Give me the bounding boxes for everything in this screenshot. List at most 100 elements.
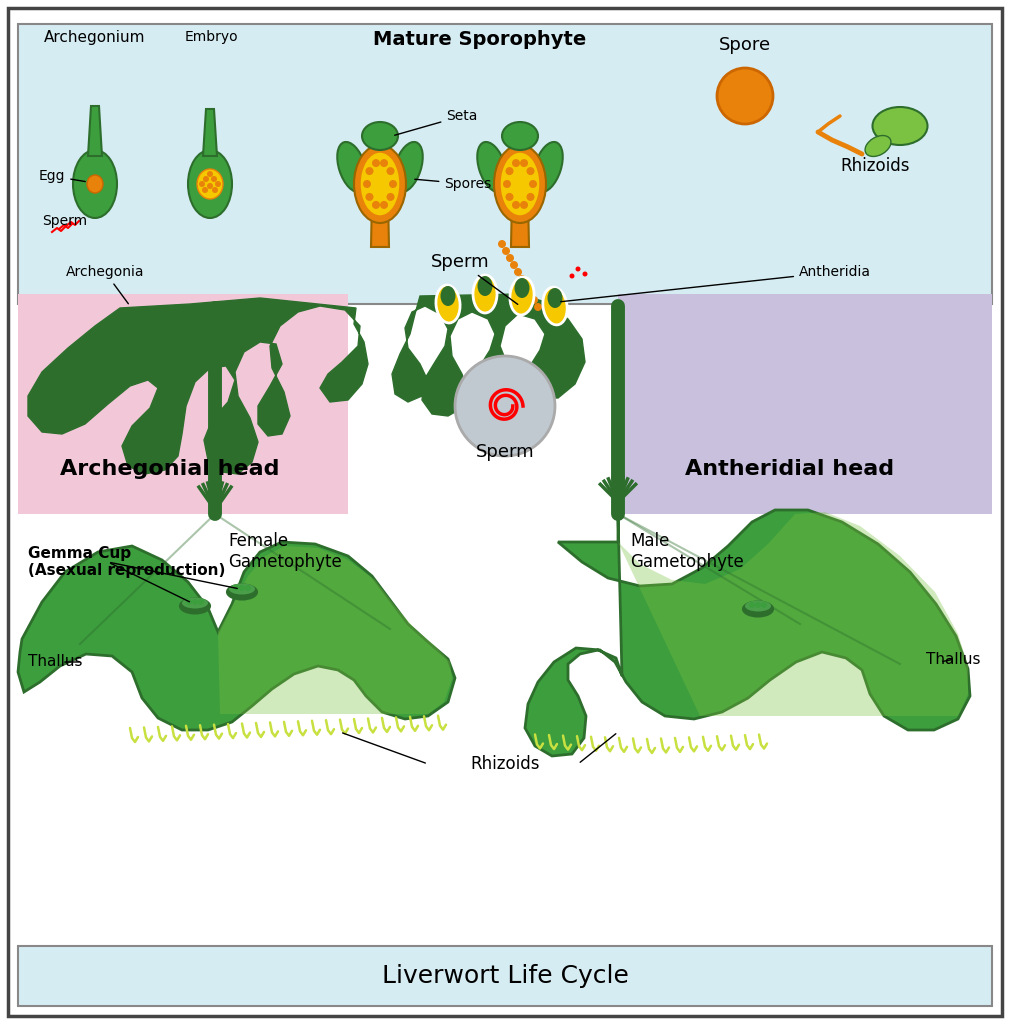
Circle shape	[245, 585, 251, 591]
Circle shape	[505, 167, 513, 175]
Ellipse shape	[182, 597, 208, 608]
Ellipse shape	[180, 598, 210, 613]
Polygon shape	[511, 144, 529, 247]
Circle shape	[505, 193, 513, 201]
Circle shape	[749, 602, 755, 608]
Circle shape	[518, 275, 526, 283]
Text: Rhizoids: Rhizoids	[840, 157, 910, 175]
Circle shape	[239, 585, 245, 591]
Ellipse shape	[502, 122, 538, 150]
Text: Archegonia: Archegonia	[66, 265, 144, 304]
Circle shape	[199, 181, 205, 187]
Text: Liverwort Life Cycle: Liverwort Life Cycle	[382, 964, 628, 988]
Circle shape	[510, 261, 518, 269]
Circle shape	[576, 266, 581, 271]
Circle shape	[380, 201, 388, 209]
Ellipse shape	[360, 152, 400, 216]
Text: Mature Sporophyte: Mature Sporophyte	[374, 30, 587, 49]
Circle shape	[207, 171, 213, 177]
Ellipse shape	[542, 287, 568, 325]
Ellipse shape	[494, 145, 546, 223]
FancyBboxPatch shape	[18, 294, 348, 514]
Text: Male
Gametophyte: Male Gametophyte	[630, 532, 743, 570]
Circle shape	[363, 180, 371, 188]
Ellipse shape	[393, 142, 423, 193]
Text: Spores: Spores	[415, 177, 492, 191]
Circle shape	[522, 282, 530, 290]
Ellipse shape	[473, 275, 497, 313]
Circle shape	[192, 599, 198, 605]
Text: Sperm: Sperm	[430, 253, 518, 304]
Polygon shape	[18, 542, 454, 730]
Circle shape	[520, 201, 528, 209]
FancyBboxPatch shape	[18, 24, 992, 304]
Polygon shape	[28, 298, 368, 474]
Circle shape	[526, 289, 534, 297]
Circle shape	[203, 176, 209, 182]
Circle shape	[506, 254, 514, 262]
Text: Gemma Cup
(Asexual reproduction): Gemma Cup (Asexual reproduction)	[28, 546, 225, 579]
Circle shape	[512, 201, 520, 209]
Circle shape	[526, 193, 534, 201]
Circle shape	[198, 599, 204, 605]
Circle shape	[389, 180, 397, 188]
FancyBboxPatch shape	[18, 946, 992, 1006]
Text: Spore: Spore	[719, 36, 771, 54]
Polygon shape	[203, 109, 217, 156]
Circle shape	[366, 167, 374, 175]
Text: Thallus: Thallus	[925, 651, 980, 667]
Text: Thallus: Thallus	[28, 654, 83, 670]
Circle shape	[514, 268, 522, 276]
Circle shape	[233, 585, 239, 591]
Ellipse shape	[436, 285, 461, 323]
Circle shape	[372, 201, 380, 209]
Text: Sperm: Sperm	[476, 443, 534, 461]
Circle shape	[211, 176, 217, 182]
Circle shape	[387, 167, 395, 175]
Ellipse shape	[362, 122, 398, 150]
Text: Archegonium: Archegonium	[44, 30, 145, 45]
Polygon shape	[618, 512, 968, 716]
Circle shape	[520, 159, 528, 167]
Text: Female
Gametophyte: Female Gametophyte	[228, 532, 341, 570]
Circle shape	[498, 240, 506, 248]
Circle shape	[570, 273, 575, 279]
Circle shape	[502, 247, 510, 255]
Ellipse shape	[197, 169, 223, 199]
Text: Embryo: Embryo	[185, 30, 238, 44]
Text: Rhizoids: Rhizoids	[471, 755, 539, 773]
Text: Sperm: Sperm	[42, 214, 87, 228]
Ellipse shape	[229, 584, 255, 595]
Circle shape	[207, 183, 213, 189]
Ellipse shape	[440, 286, 456, 306]
Circle shape	[761, 602, 767, 608]
Circle shape	[387, 193, 395, 201]
Text: Seta: Seta	[395, 109, 478, 135]
Text: Egg: Egg	[38, 169, 85, 183]
Circle shape	[534, 303, 542, 311]
Ellipse shape	[873, 106, 927, 145]
Text: Archegonial head: Archegonial head	[60, 459, 280, 479]
Circle shape	[503, 180, 511, 188]
Circle shape	[755, 602, 761, 608]
Polygon shape	[371, 144, 389, 247]
Circle shape	[526, 167, 534, 175]
Polygon shape	[525, 510, 970, 756]
Ellipse shape	[500, 152, 540, 216]
Polygon shape	[392, 294, 585, 416]
Ellipse shape	[533, 142, 563, 193]
Circle shape	[186, 599, 192, 605]
Text: Antheridial head: Antheridial head	[686, 459, 895, 479]
Ellipse shape	[73, 150, 117, 218]
Circle shape	[454, 356, 556, 456]
Circle shape	[380, 159, 388, 167]
Circle shape	[215, 181, 221, 187]
Ellipse shape	[188, 150, 232, 218]
Ellipse shape	[743, 601, 773, 616]
Circle shape	[212, 187, 218, 193]
Ellipse shape	[510, 278, 534, 315]
Circle shape	[530, 296, 538, 304]
Ellipse shape	[478, 142, 507, 193]
Circle shape	[717, 68, 773, 124]
Polygon shape	[218, 546, 452, 714]
